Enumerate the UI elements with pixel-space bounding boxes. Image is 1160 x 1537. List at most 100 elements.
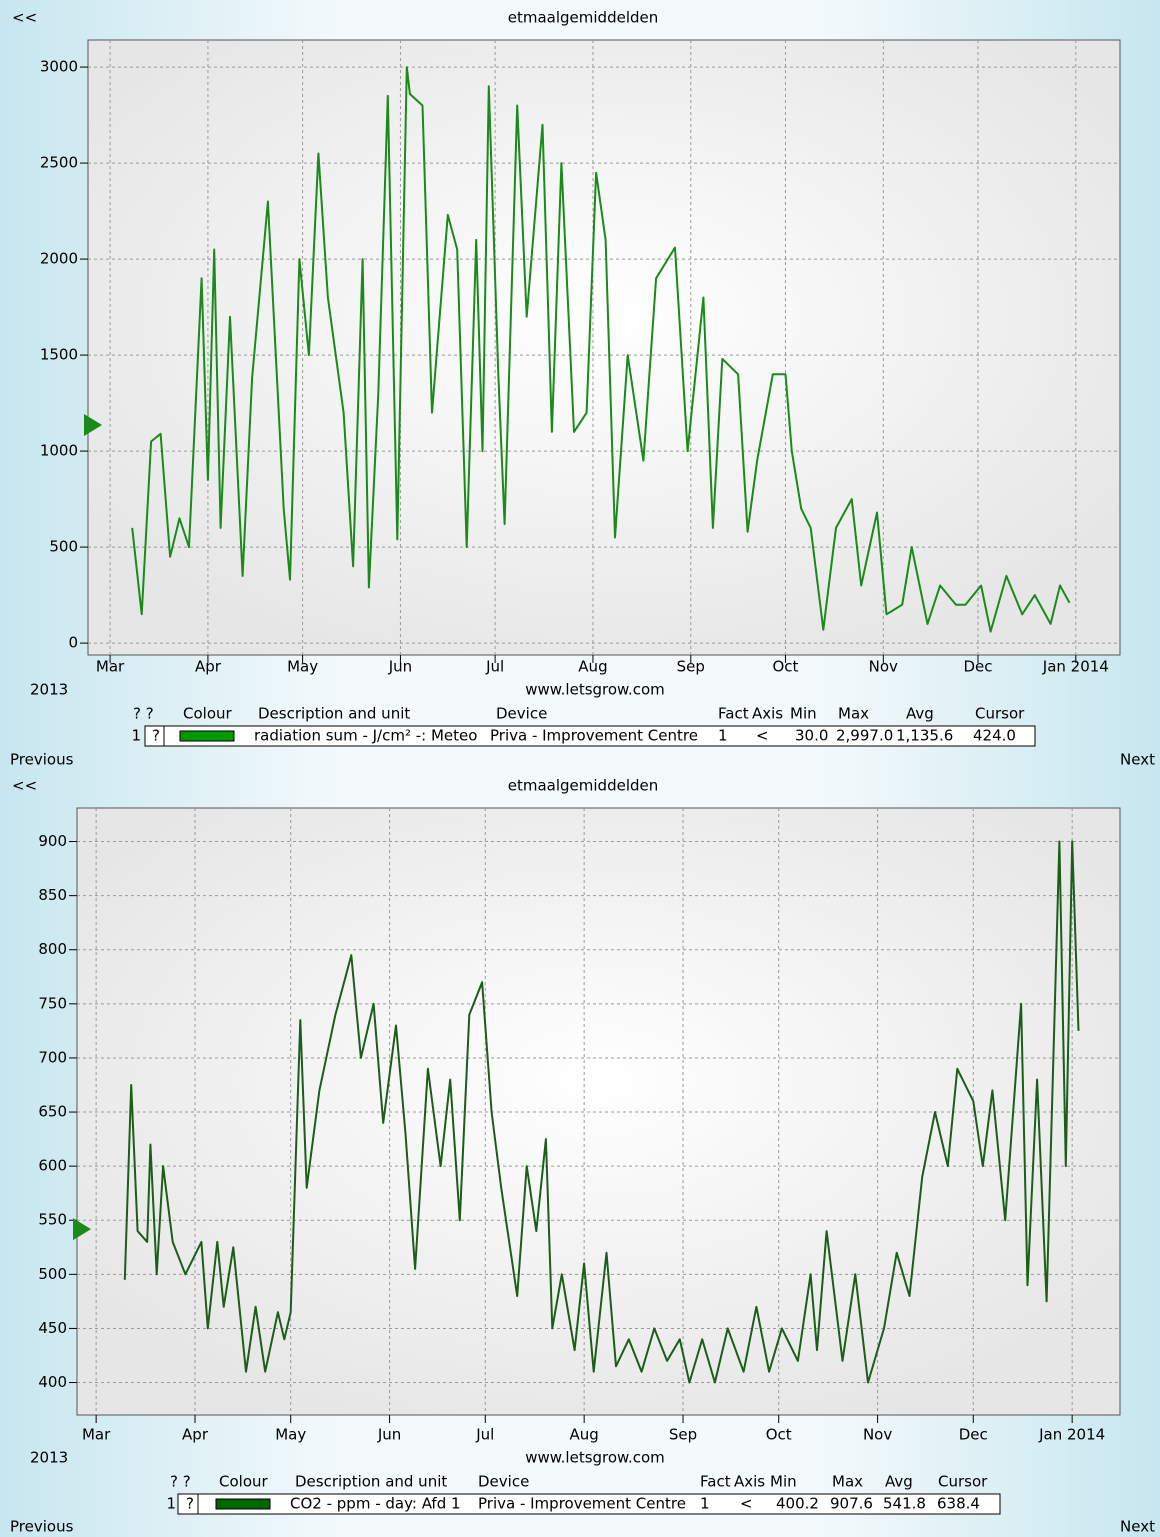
year-label: 2013 bbox=[30, 681, 68, 699]
legend-flag[interactable]: ? bbox=[186, 1495, 194, 1513]
legend-header: Cursor bbox=[938, 1473, 988, 1491]
x-tick-label: May bbox=[275, 1426, 306, 1444]
x-tick-label: Jun bbox=[388, 658, 412, 676]
y-tick-label: 450 bbox=[38, 1319, 67, 1337]
legend-axis: < bbox=[756, 727, 769, 745]
legend-index: 1 bbox=[166, 1495, 176, 1513]
year-label: 2013 bbox=[30, 1449, 68, 1467]
next-button[interactable]: Next bbox=[1120, 1518, 1155, 1536]
legend-row-box bbox=[144, 725, 1036, 747]
x-tick-label: Nov bbox=[869, 658, 898, 676]
legend-header: ? ? bbox=[133, 705, 154, 723]
x-tick-label: Sep bbox=[677, 658, 705, 676]
chart-title: etmaalgemiddelden bbox=[508, 9, 659, 27]
avg-marker bbox=[73, 1218, 91, 1241]
legend-min: 30.0 bbox=[795, 727, 828, 745]
x-tick-label: Sep bbox=[669, 1426, 697, 1444]
x-tick-label: Mar bbox=[82, 1426, 111, 1444]
legend-swatch bbox=[215, 1498, 271, 1510]
legend-device: Priva - Improvement Centre bbox=[478, 1495, 686, 1513]
y-tick-label: 650 bbox=[38, 1103, 67, 1121]
y-tick-label: 750 bbox=[38, 994, 67, 1012]
legend-max: 2,997.0 bbox=[836, 727, 893, 745]
x-tick-label: May bbox=[287, 658, 318, 676]
x-tick-label: Jul bbox=[485, 658, 504, 676]
legend-fact: 1 bbox=[700, 1495, 710, 1513]
x-tick-label: Jul bbox=[475, 1426, 494, 1444]
x-tick-label: Jan 2014 bbox=[1038, 1426, 1105, 1444]
legend-min: 400.2 bbox=[776, 1495, 819, 1513]
source-label: www.letsgrow.com bbox=[525, 681, 665, 699]
x-tick-label: Nov bbox=[863, 1426, 892, 1444]
legend-fact: 1 bbox=[718, 727, 728, 745]
legend-header: Colour bbox=[183, 705, 233, 723]
x-tick-label: Dec bbox=[963, 658, 992, 676]
legend-swatch bbox=[179, 730, 235, 742]
x-tick-label: Mar bbox=[96, 658, 125, 676]
x-tick-label: Oct bbox=[766, 1426, 792, 1444]
x-tick-label: Jun bbox=[377, 1426, 401, 1444]
y-tick-label: 700 bbox=[38, 1048, 67, 1066]
x-tick-label: Apr bbox=[195, 658, 222, 676]
legend-header: Fact bbox=[718, 705, 749, 723]
x-tick-label: Oct bbox=[772, 658, 798, 676]
legend-header: Avg bbox=[906, 705, 934, 723]
data-line bbox=[131, 66, 1071, 633]
y-tick-label: 800 bbox=[38, 940, 67, 958]
previous-button[interactable]: Previous bbox=[10, 751, 74, 769]
x-tick-label: Aug bbox=[578, 658, 607, 676]
legend-row-box bbox=[177, 1493, 1001, 1515]
previous-button[interactable]: Previous bbox=[10, 1518, 74, 1536]
back-button[interactable]: << bbox=[12, 777, 37, 795]
legend-header: Description and unit bbox=[295, 1473, 447, 1491]
legend-header: Min bbox=[770, 1473, 797, 1491]
legend-header: Avg bbox=[885, 1473, 913, 1491]
next-button[interactable]: Next bbox=[1120, 751, 1155, 769]
legend-header: Fact bbox=[700, 1473, 731, 1491]
source-label: www.letsgrow.com bbox=[525, 1449, 665, 1467]
legend-description: radiation sum - J/cm² -: Meteo bbox=[254, 727, 477, 745]
legend-cursor: 638.4 bbox=[937, 1495, 980, 1513]
x-tick-label: Apr bbox=[182, 1426, 209, 1444]
y-tick-label: 2500 bbox=[40, 154, 78, 172]
legend-index: 1 bbox=[131, 727, 141, 745]
legend-avg: 541.8 bbox=[883, 1495, 926, 1513]
back-button[interactable]: << bbox=[12, 9, 37, 27]
plot-area bbox=[87, 39, 1121, 656]
legend-header: Min bbox=[790, 705, 817, 723]
data-line bbox=[123, 840, 1080, 1384]
y-tick-label: 1000 bbox=[40, 442, 78, 460]
y-tick-label: 550 bbox=[38, 1211, 67, 1229]
x-tick-label: Dec bbox=[959, 1426, 988, 1444]
y-tick-label: 2000 bbox=[40, 250, 78, 268]
legend-flag[interactable]: ? bbox=[152, 727, 160, 745]
plot-area bbox=[76, 807, 1121, 1416]
legend-header: Cursor bbox=[975, 705, 1025, 723]
y-tick-label: 900 bbox=[38, 832, 67, 850]
legend-header: Max bbox=[832, 1473, 863, 1491]
y-tick-label: 850 bbox=[38, 886, 67, 904]
legend-header: Description and unit bbox=[258, 705, 410, 723]
y-tick-label: 600 bbox=[38, 1157, 67, 1175]
x-tick-label: Aug bbox=[569, 1426, 598, 1444]
chart-title: etmaalgemiddelden bbox=[508, 777, 659, 795]
x-tick-label: Jan 2014 bbox=[1042, 658, 1109, 676]
legend-header: Max bbox=[838, 705, 869, 723]
legend-description: CO2 - ppm - day: Afd 1 bbox=[290, 1495, 461, 1513]
legend-avg: 1,135.6 bbox=[896, 727, 953, 745]
y-tick-label: 500 bbox=[38, 1265, 67, 1283]
y-tick-label: 400 bbox=[38, 1373, 67, 1391]
legend-max: 907.6 bbox=[830, 1495, 873, 1513]
legend-header: Axis bbox=[752, 705, 783, 723]
legend-device: Priva - Improvement Centre bbox=[490, 727, 698, 745]
legend-axis: < bbox=[740, 1495, 753, 1513]
legend-header: Device bbox=[496, 705, 547, 723]
y-tick-label: 0 bbox=[68, 634, 78, 652]
legend-header: Device bbox=[478, 1473, 529, 1491]
legend-header: ? ? bbox=[170, 1473, 191, 1491]
y-tick-label: 3000 bbox=[40, 58, 78, 76]
avg-marker bbox=[84, 414, 102, 437]
legend-cursor: 424.0 bbox=[973, 727, 1016, 745]
